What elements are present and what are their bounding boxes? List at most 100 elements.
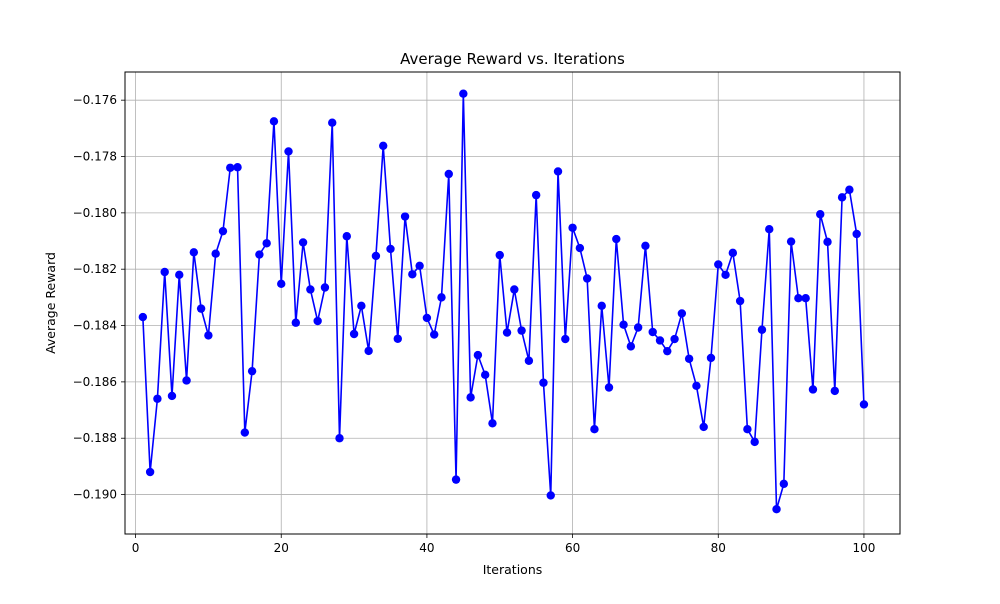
ticks: 0 20 40 60 80 100 −0.190 −0.188 −0.186 −0.184 −0.1… <box>73 93 876 555</box>
data-point <box>517 326 526 335</box>
grid <box>125 72 900 534</box>
y-tick-label: −0.176 <box>73 93 117 107</box>
x-tick-label: 0 <box>132 541 140 555</box>
data-point <box>626 342 636 351</box>
data-point <box>204 331 213 340</box>
data-point <box>167 391 177 401</box>
data-point <box>670 334 679 344</box>
data-point <box>801 294 810 303</box>
data-point <box>590 425 599 434</box>
data-point <box>211 249 220 258</box>
data-point <box>786 237 796 246</box>
data-point <box>539 378 548 387</box>
y-axis-title: Average Reward <box>43 252 58 354</box>
x-tick-label: 100 <box>852 541 875 555</box>
data-point <box>568 223 577 232</box>
data-point <box>371 251 381 261</box>
y-tick-label: −0.184 <box>73 319 117 333</box>
data-point <box>859 400 869 409</box>
y-tick-label: −0.186 <box>73 375 117 389</box>
data-point <box>728 248 738 258</box>
data-point <box>437 293 446 302</box>
series-line <box>142 92 865 511</box>
data-point <box>706 353 716 363</box>
data-point <box>692 381 701 391</box>
data-point <box>808 385 818 394</box>
data-point <box>677 309 687 318</box>
data-point <box>837 193 847 202</box>
data-point <box>510 285 519 294</box>
data-point <box>553 167 563 176</box>
data-point <box>604 383 614 392</box>
data-point <box>612 234 621 244</box>
data-point <box>196 304 206 313</box>
data-point <box>444 169 453 179</box>
data-point <box>320 283 330 292</box>
data-point <box>597 301 606 311</box>
data-point <box>451 475 461 484</box>
data-point <box>823 237 832 247</box>
data-point <box>459 89 468 98</box>
data-point <box>422 313 432 323</box>
x-tick-label: 20 <box>274 541 289 555</box>
data-point <box>328 118 337 127</box>
data-point <box>779 479 789 489</box>
data-point <box>721 270 730 280</box>
data-point <box>189 248 199 257</box>
data-point <box>313 316 322 326</box>
data-point <box>743 425 752 434</box>
data-point <box>794 294 803 303</box>
series-layer <box>138 89 869 514</box>
data-point <box>531 190 541 200</box>
data-point <box>342 232 351 241</box>
plot-frame <box>124 71 901 535</box>
data-point <box>247 366 257 376</box>
x-tick-label: 40 <box>419 541 434 555</box>
chart-title: Average Reward vs. Iterations <box>400 50 625 68</box>
data-point <box>845 185 854 194</box>
data-point <box>306 285 315 294</box>
data-point <box>648 327 657 337</box>
data-point <box>641 241 650 251</box>
data-point <box>480 370 490 380</box>
data-point <box>582 274 592 283</box>
data-point <box>357 301 366 311</box>
data-point <box>561 334 570 344</box>
data-point <box>575 243 585 253</box>
data-point <box>364 346 373 356</box>
data-point <box>175 270 184 280</box>
y-tick-label: −0.190 <box>73 488 117 502</box>
data-point <box>655 336 665 345</box>
data-point <box>816 210 825 219</box>
data-point <box>735 296 745 306</box>
data-point <box>240 428 250 437</box>
data-point <box>233 163 242 172</box>
data-point <box>379 141 388 151</box>
data-point <box>160 267 169 277</box>
data-point <box>291 318 301 327</box>
data-point <box>393 334 402 343</box>
data-point <box>663 346 672 356</box>
data-point <box>524 356 534 365</box>
data-point <box>145 467 155 477</box>
data-point <box>226 163 235 172</box>
x-tick-label: 60 <box>565 541 580 555</box>
data-point <box>473 350 483 360</box>
data-point <box>684 354 694 363</box>
y-tick-label: −0.178 <box>73 150 117 164</box>
data-point <box>757 325 767 334</box>
data-point <box>830 386 840 396</box>
data-point <box>335 434 344 443</box>
data-point <box>386 244 395 254</box>
data-point <box>182 376 191 385</box>
y-tick-label: −0.180 <box>73 206 117 220</box>
data-point <box>349 329 359 339</box>
data-point <box>772 505 781 514</box>
data-point <box>619 320 628 329</box>
data-point <box>495 250 504 260</box>
data-point <box>298 238 308 247</box>
data-point <box>714 260 723 269</box>
data-point <box>218 226 228 236</box>
